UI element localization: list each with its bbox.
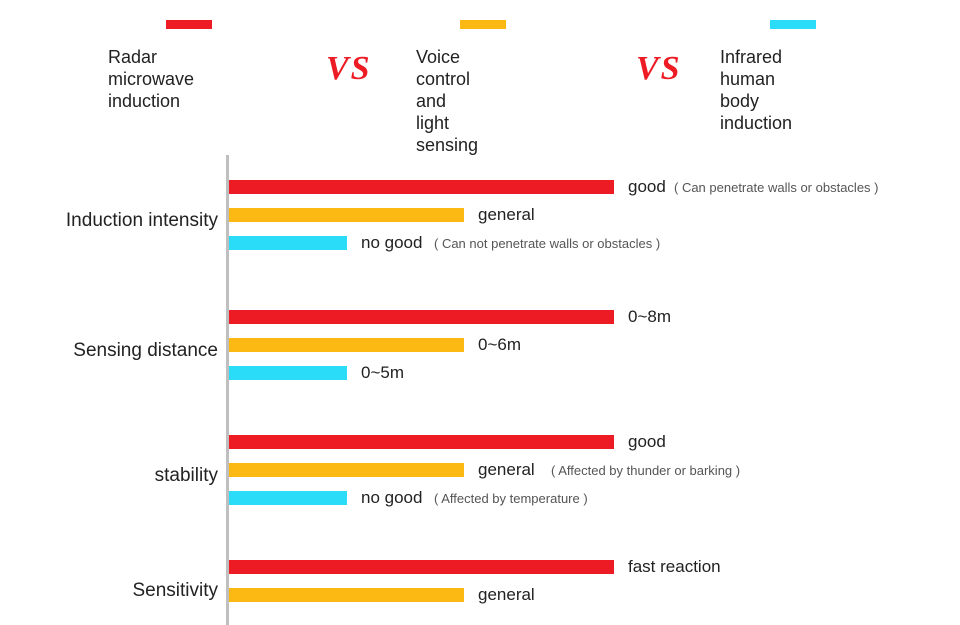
bar-label: 0~6m [478, 335, 521, 355]
bar-voice [229, 208, 464, 222]
legend-swatch-voice [460, 20, 506, 29]
category-label: Sensitivity [18, 580, 218, 602]
legend-swatch-infrared [770, 20, 816, 29]
bar-note: ( Affected by thunder or barking ) [551, 463, 740, 478]
axis-line [226, 155, 229, 625]
bar-voice [229, 588, 464, 602]
bar-label: 0~8m [628, 307, 671, 327]
bar-label: general [478, 205, 535, 225]
category-label: stability [18, 465, 218, 487]
legend-label-voice: Voice control and light sensing [416, 46, 478, 156]
bar-note: ( Can penetrate walls or obstacles ) [674, 180, 878, 195]
bar-label: general [478, 460, 535, 480]
legend-label-radar: Radar microwave induction [108, 46, 194, 112]
bar-voice [229, 338, 464, 352]
bar-label: good [628, 177, 666, 197]
category-label: Induction intensity [18, 210, 218, 232]
legend-swatch-radar [166, 20, 212, 29]
bar-infrared [229, 491, 347, 505]
bar-note: ( Affected by temperature ) [434, 491, 588, 506]
legend-header: Radar microwave induction VS Voice contr… [0, 20, 960, 110]
bar-label: fast reaction [628, 557, 721, 577]
bar-voice [229, 463, 464, 477]
bar-label: no good [361, 488, 422, 508]
bar-radar [229, 560, 614, 574]
bar-label: 0~5m [361, 363, 404, 383]
bar-note: ( Can not penetrate walls or obstacles ) [434, 236, 660, 251]
bar-radar [229, 310, 614, 324]
category-label: Sensing distance [18, 340, 218, 362]
vs-separator-1: VS [636, 50, 682, 88]
bar-infrared [229, 236, 347, 250]
bar-label: general [478, 585, 535, 605]
bar-radar [229, 435, 614, 449]
legend-label-infrared: Infrared human body induction [720, 46, 792, 134]
bar-label: good [628, 432, 666, 452]
vs-separator-0: VS [326, 50, 372, 88]
bar-infrared [229, 366, 347, 380]
bar-radar [229, 180, 614, 194]
comparison-chart: Induction intensity good ( Can penetrate w… [0, 155, 960, 625]
bar-label: no good [361, 233, 422, 253]
